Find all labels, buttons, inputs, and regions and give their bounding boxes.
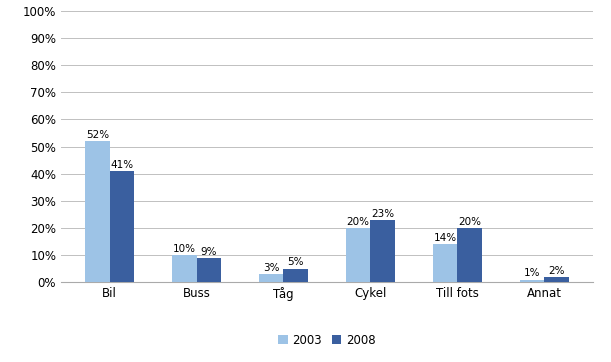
Bar bbox=[172, 255, 197, 282]
Text: 1%: 1% bbox=[524, 268, 540, 278]
Bar bbox=[433, 244, 457, 282]
Text: 9%: 9% bbox=[200, 247, 217, 257]
Text: 3%: 3% bbox=[263, 263, 279, 273]
Text: 23%: 23% bbox=[371, 209, 394, 219]
Bar bbox=[109, 171, 134, 282]
Text: 5%: 5% bbox=[287, 257, 304, 268]
Legend: 2003, 2008: 2003, 2008 bbox=[274, 329, 380, 352]
Text: 20%: 20% bbox=[458, 217, 481, 227]
Bar bbox=[544, 277, 568, 282]
Bar bbox=[457, 228, 481, 282]
Bar bbox=[284, 269, 308, 282]
Text: 20%: 20% bbox=[346, 217, 370, 227]
Text: 2%: 2% bbox=[548, 266, 565, 275]
Text: 52%: 52% bbox=[86, 130, 109, 140]
Bar bbox=[86, 141, 109, 282]
Text: 14%: 14% bbox=[434, 233, 456, 243]
Text: 10%: 10% bbox=[173, 244, 196, 254]
Text: 41%: 41% bbox=[110, 160, 133, 170]
Bar bbox=[346, 228, 370, 282]
Bar bbox=[259, 274, 284, 282]
Bar bbox=[370, 220, 395, 282]
Bar bbox=[197, 258, 221, 282]
Bar bbox=[520, 280, 544, 282]
